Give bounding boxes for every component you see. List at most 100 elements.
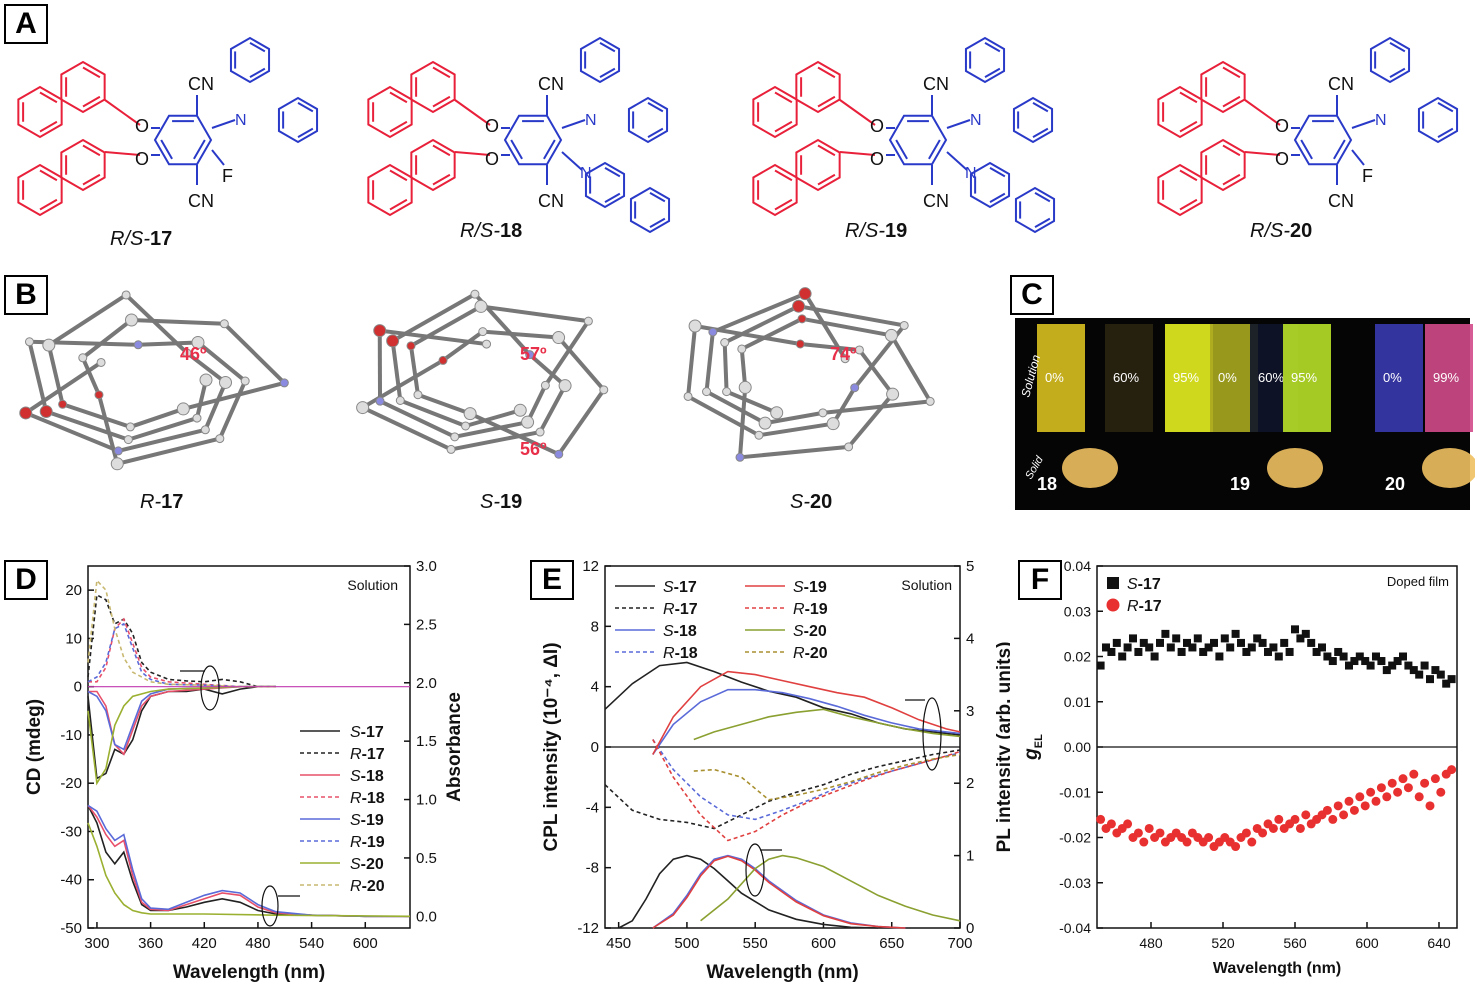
bond-line	[211, 119, 236, 129]
data-point-R-17	[1349, 805, 1359, 815]
atom-ball	[110, 457, 124, 471]
crystal-prefix: S-	[480, 491, 500, 513]
stick-bond	[480, 304, 589, 324]
double-bond-line	[984, 41, 1001, 53]
stick-bond	[24, 411, 120, 453]
double-bond-line	[297, 127, 314, 139]
compound-prefix: R/S-	[1250, 220, 1290, 242]
naphthyl-ring	[367, 85, 413, 139]
vial-percent-label: 0%	[1383, 370, 1402, 385]
stick-bond	[45, 409, 130, 442]
atom-ball	[552, 331, 566, 345]
stick-bond	[361, 405, 452, 452]
legend-label: S-20	[350, 856, 384, 873]
cyano-label: CN	[188, 191, 214, 211]
solid-number-label: 20	[1385, 474, 1405, 494]
y-tick-label: 12	[582, 558, 599, 575]
data-point-S-17	[1339, 652, 1348, 661]
atom-ball	[738, 380, 752, 394]
legend-prefix: R	[350, 746, 362, 763]
data-point-S-17	[1237, 638, 1245, 647]
data-point-S-17	[1420, 661, 1429, 670]
stick-bond	[195, 379, 208, 419]
atom-ball	[737, 344, 747, 354]
legend-number: -17	[1138, 576, 1161, 593]
atom-ball	[123, 435, 133, 445]
double-bond-line	[817, 173, 836, 186]
data-point-S-17	[1269, 643, 1278, 652]
atom-ball	[770, 406, 784, 420]
data-point-S-17	[1242, 647, 1251, 656]
central-ring	[1293, 114, 1353, 166]
y-tick-label: 0.03	[1064, 603, 1091, 619]
atom-ball	[356, 401, 370, 415]
legend-label: S-19	[793, 579, 827, 596]
x-tick-label: 360	[138, 935, 163, 952]
solid-sample	[1267, 448, 1323, 488]
data-point-R-17	[1133, 828, 1143, 838]
double-bond-line	[774, 91, 793, 104]
ellipse-marker	[261, 885, 279, 927]
data-point-R-17	[1333, 801, 1343, 811]
stick-bond	[390, 340, 403, 401]
bond-line	[839, 151, 876, 156]
legend-label: R-20	[350, 878, 385, 895]
data-point-R-17	[1387, 778, 1397, 788]
atom-ball	[78, 353, 88, 363]
atom-ball	[58, 399, 68, 409]
double-bond-line	[39, 91, 58, 104]
stick-bond	[758, 421, 834, 438]
y-axis-label: CPL intensity (10⁻⁴, ΔI)	[541, 642, 562, 851]
naphthyl-ring	[60, 138, 106, 192]
stick-bond	[409, 345, 420, 396]
atom-ball	[24, 337, 34, 347]
stick-bond	[203, 381, 228, 431]
vial	[1105, 324, 1153, 432]
double-bond-line	[82, 95, 101, 108]
data-point-S-17	[1145, 643, 1154, 652]
naphthyl-ring	[795, 60, 841, 114]
double-bond-line	[510, 139, 523, 160]
data-point-R-17	[1366, 787, 1376, 797]
double-bond-line	[1032, 101, 1049, 113]
atom-ball	[722, 387, 732, 397]
nitrogen-label: N	[965, 165, 977, 182]
series-line-Abs-20	[87, 822, 411, 918]
atom-ball	[884, 328, 898, 342]
double-bond-line	[817, 66, 836, 79]
oxygen-label: O	[135, 149, 149, 169]
y-tick-label: -0.04	[1059, 920, 1091, 936]
atom-ball	[96, 357, 106, 367]
data-point-S-17	[1377, 657, 1386, 666]
data-point-S-17	[1188, 643, 1197, 652]
nitrogen-label: N	[970, 112, 982, 129]
central-ring	[503, 114, 563, 166]
solid-number-label: 19	[1230, 474, 1250, 494]
double-bond-line	[774, 120, 793, 133]
double-bond-line	[389, 120, 408, 133]
double-bond-line	[1222, 95, 1241, 108]
double-bond-line	[1437, 127, 1454, 139]
crystal-label: S-19	[480, 491, 522, 513]
bond-line	[946, 119, 971, 129]
legend-number: -19	[805, 601, 828, 618]
double-bond-line	[1389, 41, 1406, 53]
atom-ball	[94, 390, 104, 400]
crystal-label: S-20	[790, 491, 832, 513]
nitrogen-label: N	[585, 112, 597, 129]
central-ring	[153, 114, 213, 166]
data-point-S-17	[1280, 638, 1289, 647]
data-point-S-17	[1220, 634, 1229, 643]
double-bond-line	[39, 120, 58, 133]
vial	[1425, 324, 1473, 432]
data-point-R-17	[1182, 837, 1192, 847]
legend-prefix: R	[663, 601, 675, 618]
y2-tick-label: 3.0	[416, 558, 437, 575]
data-point-R-17	[1096, 814, 1106, 824]
crystal-20: 74º S-20	[683, 287, 935, 513]
stick-bond	[482, 329, 559, 340]
data-point-S-17	[1399, 652, 1407, 661]
legend-label: S-17	[1127, 576, 1161, 593]
legend-prefix: S	[350, 768, 361, 785]
y-tick-label: -20	[60, 775, 82, 792]
